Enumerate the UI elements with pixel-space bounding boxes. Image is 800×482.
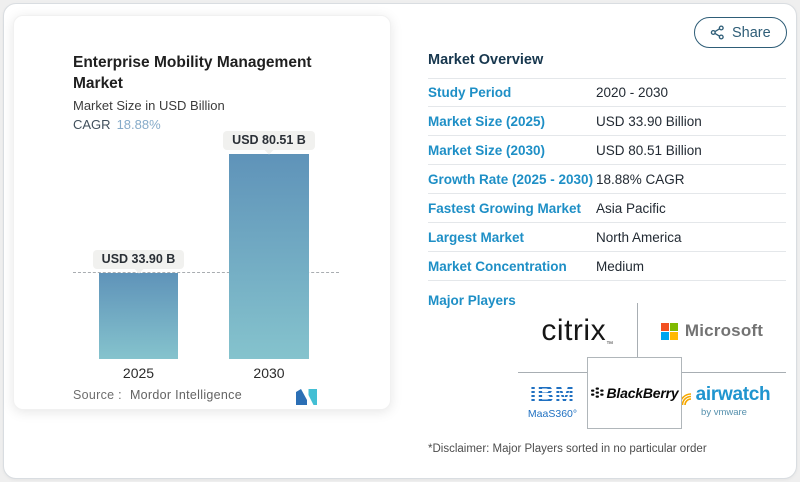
table-row: Market Size (2030) USD 80.51 Billion <box>428 136 786 165</box>
chart-card: Enterprise Mobility Management Market Ma… <box>13 15 391 410</box>
row-label: Market Size (2030) <box>428 142 546 158</box>
bar-value-label-2025: USD 33.90 B <box>93 250 184 269</box>
ibm-wordmark-striped: IBM <box>529 380 576 407</box>
row-value: 2020 - 2030 <box>596 85 669 100</box>
row-value: USD 80.51 Billion <box>596 142 702 158</box>
cagr-label: CAGR <box>73 117 111 132</box>
citrix-wordmark: citrix <box>541 314 607 347</box>
axis-label-2025: 2025 <box>122 365 155 381</box>
cagr-line: CAGR 18.88% <box>73 117 161 132</box>
row-label: Growth Rate (2025 - 2030) <box>428 171 594 187</box>
airwatch-logo: airwatch by vmware <box>672 376 776 426</box>
blackberry-dots-icon <box>590 387 604 398</box>
row-value: 18.88% CAGR <box>596 171 685 187</box>
citrix-logo: citrix™ <box>518 305 637 357</box>
microsoft-squares-icon <box>660 322 678 340</box>
ibm-maas360-logo: IBM MaaS360° <box>518 376 587 426</box>
overview-table: Study Period 2020 - 2030 Market Size (20… <box>428 78 786 281</box>
mordor-intelligence-logo-icon <box>296 389 317 405</box>
blackberry-wordmark: BlackBerry <box>606 385 679 401</box>
dashed-guide-line <box>73 272 339 273</box>
bar-2030 <box>229 154 309 359</box>
row-label: Market Size (2025) <box>428 113 546 129</box>
table-row: Growth Rate (2025 - 2030) 18.88% CAGR <box>428 165 786 194</box>
bar-group-2030: USD 80.51 B 2030 <box>223 16 315 409</box>
chart-title: Enterprise Mobility Management Market <box>73 54 312 92</box>
table-row: Study Period 2020 - 2030 <box>428 78 786 107</box>
source-line: Source : Mordor Intelligence <box>73 388 242 402</box>
table-row: Fastest Growing Market Asia Pacific <box>428 194 786 223</box>
blackberry-logo: BlackBerry <box>587 357 682 429</box>
bar-2025 <box>99 273 178 359</box>
panel-title: Market Overview <box>428 52 544 68</box>
table-row: Largest Market North America <box>428 223 786 252</box>
bar-group-2025: USD 33.90 B 2025 <box>93 16 184 409</box>
bar-value-label-2030: USD 80.51 B <box>223 131 315 150</box>
disclaimer-text: *Disclaimer: Major Players sorted in no … <box>428 443 707 455</box>
axis-label-2030: 2030 <box>253 365 285 381</box>
source-label: Source : <box>73 388 122 402</box>
row-value: Asia Pacific <box>596 200 666 216</box>
row-value: USD 33.90 Billion <box>596 113 702 129</box>
airwatch-wordmark: airwatch <box>695 384 771 405</box>
table-row: Market Size (2025) USD 33.90 Billion <box>428 107 786 136</box>
citrix-trademark: ™ <box>606 341 614 348</box>
row-label: Study Period <box>428 85 512 100</box>
share-button-label: Share <box>732 24 771 41</box>
row-value: North America <box>596 229 682 245</box>
share-button[interactable]: Share <box>694 17 787 48</box>
chart-subtitle: Market Size in USD Billion <box>73 98 225 113</box>
share-icon <box>710 25 724 40</box>
major-players-label: Major Players <box>428 293 516 308</box>
row-label: Market Concentration <box>428 258 567 274</box>
source-value: Mordor Intelligence <box>129 388 242 402</box>
row-value: Medium <box>596 258 645 274</box>
maas360-wordmark: MaaS360° <box>527 407 578 420</box>
vmware-byline: by vmware <box>701 407 747 418</box>
cagr-value: 18.88% <box>116 117 161 132</box>
microsoft-wordmark: Microsoft <box>684 321 764 340</box>
table-row: Market Concentration Medium <box>428 252 786 281</box>
row-label: Largest Market <box>428 229 525 245</box>
row-label: Fastest Growing Market <box>428 200 582 216</box>
logo-grid-vertical-divider <box>637 303 638 357</box>
microsoft-logo: Microsoft <box>638 305 786 357</box>
market-overview-panel: Market Overview Study Period 2020 - 2030… <box>428 0 786 482</box>
